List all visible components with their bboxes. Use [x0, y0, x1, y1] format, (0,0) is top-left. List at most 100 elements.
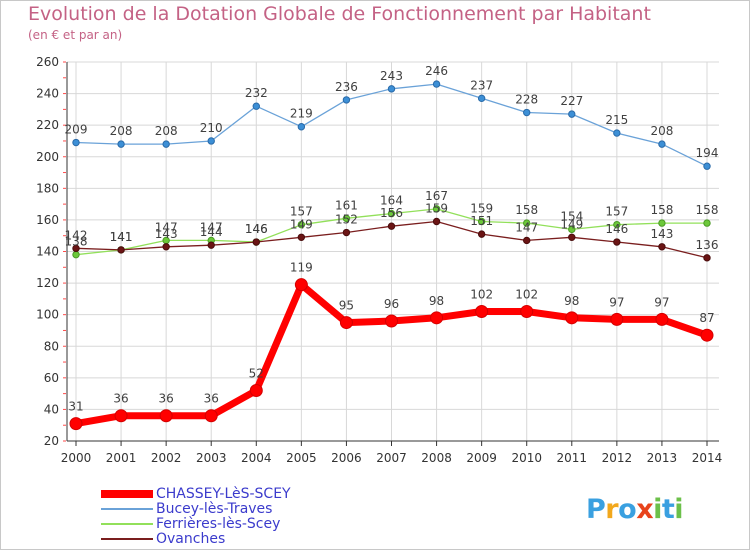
data-label-ovanches-2005: 149	[290, 217, 313, 231]
data-label-ovanches-2011: 149	[560, 217, 583, 231]
data-point-chassey-2012	[610, 312, 624, 326]
x-tick-label-2014: 2014	[692, 451, 723, 465]
y-tick-label-100: 100	[36, 308, 59, 322]
data-point-ovanches-2005	[297, 233, 306, 241]
data-point-chassey-2002	[159, 409, 173, 423]
data-point-bucey-2005	[297, 123, 306, 131]
data-point-ferrieres-2006	[342, 214, 351, 223]
data-label-ferrieres-2011: 154	[560, 209, 583, 223]
data-point-ovanches-2006	[342, 228, 351, 237]
data-label-ovanches-2010: 147	[515, 220, 538, 234]
data-point-chassey-2010	[520, 305, 534, 319]
data-label-ovanches-2002: 143	[155, 227, 178, 241]
data-label-ovanches-2014: 136	[696, 238, 719, 252]
y-tick-label-80: 80	[44, 339, 59, 353]
data-label-ferrieres-2003: 147	[200, 220, 223, 234]
x-tick-label-2009: 2009	[466, 451, 497, 465]
y-tick-label-20: 20	[44, 434, 59, 448]
y-tick-label-120: 120	[36, 276, 59, 290]
x-tick-label-2003: 2003	[196, 451, 227, 465]
data-label-chassey-2002: 36	[159, 392, 174, 406]
data-label-chassey-2008: 98	[429, 294, 444, 308]
data-label-chassey-2005: 119	[290, 261, 313, 275]
data-point-bucey-2011	[568, 110, 576, 118]
legend-item-bucey[interactable]: Bucey-lès-Traves	[101, 501, 272, 517]
data-label-ferrieres-2013: 158	[650, 203, 673, 217]
data-label-bucey-2000: 209	[65, 123, 88, 137]
data-point-chassey-2013	[655, 312, 669, 326]
x-tick-label-2007: 2007	[376, 451, 407, 465]
y-tick-label-160: 160	[36, 213, 59, 227]
legend-swatch-bucey	[101, 508, 153, 510]
data-point-bucey-2002	[162, 140, 170, 148]
data-label-ovanches-2009: 151	[470, 214, 493, 228]
data-point-ferrieres-2008	[432, 205, 441, 213]
y-tick-label-220: 220	[36, 118, 59, 132]
y-tick-label-200: 200	[36, 150, 59, 164]
x-tick-label-2001: 2001	[106, 451, 137, 465]
data-label-ferrieres-2010: 158	[515, 203, 538, 217]
data-point-bucey-2000	[72, 138, 80, 147]
data-label-bucey-2003: 210	[200, 121, 223, 135]
data-point-ovanches-2011	[568, 233, 576, 241]
data-label-bucey-2001: 208	[110, 124, 133, 138]
data-label-ovanches-2006: 152	[335, 213, 358, 227]
data-label-ovanches-2001: 141	[110, 230, 133, 244]
data-point-ferrieres-2007	[387, 209, 396, 218]
data-label-chassey-2003: 36	[204, 392, 219, 406]
data-point-bucey-2009	[477, 94, 486, 103]
data-point-chassey-2005	[294, 278, 308, 292]
legend-item-ferrieres[interactable]: Ferrières-lès-Scey	[101, 516, 280, 532]
y-tick-label-60: 60	[44, 371, 59, 385]
data-label-chassey-2011: 98	[564, 294, 579, 308]
data-point-ferrieres-2011	[568, 225, 576, 234]
data-label-bucey-2010: 228	[515, 93, 538, 107]
data-label-bucey-2007: 243	[380, 69, 403, 83]
data-label-ferrieres-2008: 167	[425, 189, 448, 203]
data-point-ovanches-2013	[658, 243, 666, 251]
data-point-ovanches-2002	[162, 243, 170, 251]
data-point-bucey-2003	[207, 137, 215, 145]
data-point-chassey-2008	[430, 311, 444, 325]
legend-label-ovanches: Ovanches	[156, 531, 226, 547]
x-tick-label-2008: 2008	[421, 451, 452, 465]
data-point-ferrieres-2014	[703, 219, 711, 227]
legend-label-bucey: Bucey-lès-Traves	[156, 501, 273, 517]
data-label-ferrieres-2007: 164	[380, 194, 403, 208]
y-tick-label-260: 260	[36, 55, 59, 69]
legend-item-ovanches[interactable]: Ovanches	[101, 531, 225, 547]
data-point-ovanches-2012	[613, 238, 621, 246]
data-label-ferrieres-2012: 157	[605, 205, 628, 219]
data-label-ferrieres-2004: 146	[245, 222, 268, 236]
y-tick-label-140: 140	[36, 245, 59, 259]
legend-swatch-chassey	[101, 490, 153, 498]
data-label-bucey-2005: 219	[290, 107, 313, 121]
data-point-bucey-2007	[387, 85, 396, 93]
data-point-chassey-2006	[339, 316, 353, 330]
legend-label-chassey: CHASSEY-LèS-SCEY	[156, 486, 291, 502]
data-label-ovanches-2013: 143	[650, 227, 673, 241]
data-label-bucey-2009: 237	[470, 78, 493, 92]
legend-item-chassey[interactable]: CHASSEY-LèS-SCEY	[101, 486, 291, 502]
x-tick-label-2006: 2006	[331, 451, 362, 465]
x-tick-label-2012: 2012	[602, 451, 633, 465]
data-point-ovanches-2004	[252, 238, 260, 246]
data-label-ovanches-2003: 144	[200, 225, 223, 239]
data-label-bucey-2013: 208	[650, 124, 673, 138]
x-tick-label-2002: 2002	[151, 451, 182, 465]
x-tick-label-2005: 2005	[286, 451, 317, 465]
x-tick-label-2010: 2010	[511, 451, 542, 465]
data-label-ferrieres-2001: 141	[110, 230, 133, 244]
data-point-bucey-2008	[432, 80, 441, 88]
legend-label-ferrieres: Ferrières-lès-Scey	[156, 516, 281, 532]
data-label-chassey-2013: 97	[654, 295, 669, 309]
proxiti-logo: Proxiti	[586, 494, 684, 525]
data-point-chassey-2009	[475, 305, 489, 319]
x-tick-label-2004: 2004	[241, 451, 272, 465]
data-point-chassey-2003	[204, 409, 218, 423]
data-label-ferrieres-2005: 157	[290, 205, 313, 219]
data-point-chassey-2004	[249, 383, 263, 397]
data-label-bucey-2004: 232	[245, 86, 268, 100]
data-label-ferrieres-2000: 138	[65, 235, 88, 249]
legend-swatch-ferrieres	[101, 523, 153, 525]
